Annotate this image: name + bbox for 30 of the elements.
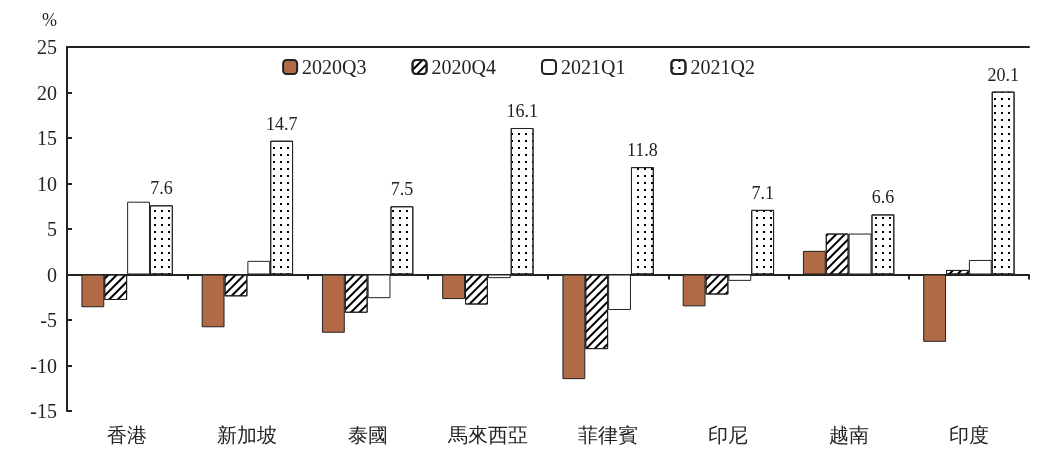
x-tick-label: 泰國 — [347, 424, 388, 446]
x-tick-label: 馬來西亞 — [446, 424, 528, 446]
y-tick-label: 20 — [37, 81, 57, 104]
x-tick-label: 印度 — [948, 424, 989, 446]
y-tick-label: -15 — [30, 400, 57, 422]
x-tick-label: 越南 — [828, 424, 869, 446]
x-tick-label: 新加坡 — [217, 424, 278, 446]
y-tick-label: 0 — [47, 263, 57, 286]
data-label: 11.8 — [626, 140, 658, 161]
legend-label: 2020Q3 — [302, 56, 367, 78]
data-label: 7.6 — [150, 178, 173, 199]
x-tick-label: 香港 — [107, 424, 148, 446]
data-label: 20.1 — [987, 64, 1019, 85]
data-label: 14.7 — [265, 113, 298, 134]
legend-label: 2020Q4 — [431, 56, 497, 78]
data-label: 16.1 — [506, 100, 538, 121]
y-tick-label: 15 — [37, 127, 57, 149]
data-label: 6.6 — [871, 187, 895, 208]
y-tick-label: 10 — [37, 172, 57, 195]
data-label: 7.5 — [390, 179, 414, 200]
y-tick-label: 25 — [37, 36, 57, 58]
y-tick-label: 5 — [47, 218, 57, 240]
y-tick-label: -5 — [40, 309, 57, 331]
y-tick-label: -10 — [30, 354, 57, 377]
x-tick-label: 印尼 — [708, 424, 749, 446]
y-axis-title: % — [42, 10, 57, 30]
legend-label: 2021Q2 — [690, 56, 755, 78]
legend-label: 2021Q1 — [561, 56, 626, 78]
data-label: 7.1 — [751, 182, 774, 203]
x-tick-label: 菲律賓 — [578, 424, 639, 446]
